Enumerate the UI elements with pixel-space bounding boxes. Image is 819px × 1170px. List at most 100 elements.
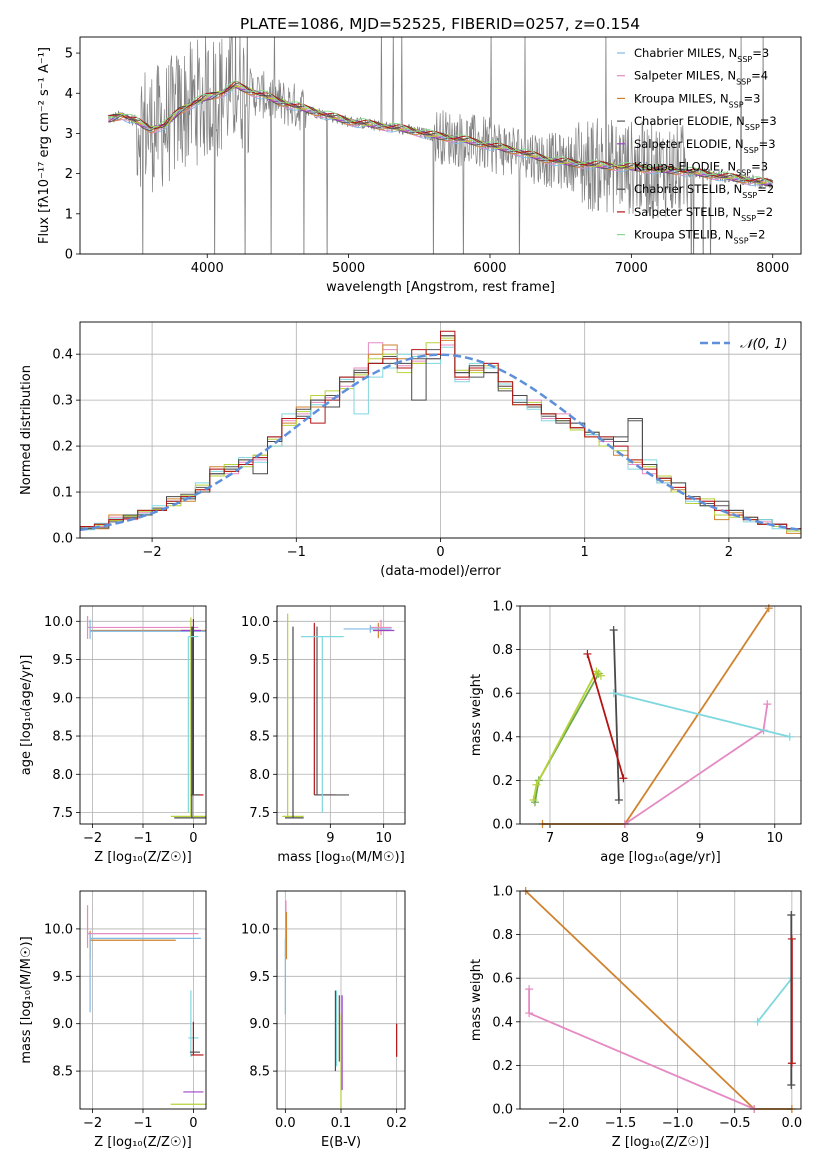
errorbar-point (86, 905, 199, 948)
x-tick-label: 0 (189, 1116, 197, 1131)
y-tick-label: 10.0 (241, 615, 270, 630)
y-tick-label: 0.4 (52, 348, 73, 363)
y-tick-label: 3 (65, 127, 73, 142)
x-tick-label: 8 (621, 831, 629, 846)
y-tick-label: 9.0 (249, 1017, 270, 1032)
axes-frame (79, 890, 207, 1110)
y-tick-label: 9.5 (249, 653, 270, 668)
x-tick-label: −1 (133, 1116, 152, 1131)
plot-area (86, 615, 206, 819)
y-tick-label: 9.0 (52, 1017, 73, 1032)
legend-label: Chabrier ELODIE, NSSP=3 (634, 114, 777, 132)
chart-residuals: −2 −1 0 1 2 0.0 0.1 0.2 0.3 0.4 (data-model)/error… (19, 321, 802, 579)
y-tick-label: 8.5 (249, 1065, 270, 1080)
weight-line (528, 989, 755, 1110)
y-axis-label: mass weight (469, 959, 484, 1041)
weight-line (586, 653, 625, 779)
x-tick-label: −0.5 (719, 1116, 751, 1131)
x-axis-label: E(B-V) (321, 1135, 361, 1150)
y-tick-label: 0.3 (52, 394, 73, 409)
x-tick-label: 0.0 (782, 1116, 803, 1131)
weight-marker (787, 1081, 796, 1090)
weight-line (612, 629, 620, 801)
x-tick-label: 0 (436, 545, 444, 560)
weight-marker (787, 910, 796, 919)
weight-marker (763, 700, 772, 709)
weight-marker (787, 1059, 796, 1068)
weight-marker (596, 671, 605, 680)
x-tick-label: 2 (725, 545, 733, 560)
plot-area (80, 330, 801, 538)
chart-age_vs_mass: 9 10 7.5 8.0 8.5 9.0 9.5 10.0 mass [log₁₀(M/M☉)] (241, 605, 406, 865)
y-tick-label: 8.5 (52, 730, 73, 745)
errorbar-point (89, 933, 201, 1013)
legend-label: Kroupa MILES, NSSP=3 (634, 91, 760, 109)
y-axis-label: age [log₁₀(age/yr)] (19, 655, 34, 776)
errorbar-point (174, 626, 206, 819)
weight-marker (619, 774, 628, 783)
y-tick-label: 4 (65, 87, 73, 102)
x-tick-label: −2.0 (548, 1116, 580, 1131)
y-tick-label: 2 (65, 167, 73, 182)
y-tick-label: 0.6 (492, 687, 513, 702)
y-tick-label: 8.5 (249, 730, 270, 745)
x-tick-label: 7 (546, 831, 554, 846)
axes-frame (276, 890, 406, 1110)
y-tick-label: 0.8 (492, 928, 513, 943)
x-tick-label: −2 (83, 1116, 102, 1131)
axes-frame (79, 605, 207, 825)
y-tick-label: 10.0 (44, 615, 73, 630)
weight-marker (787, 934, 796, 943)
y-tick-label: 0.0 (492, 1103, 513, 1118)
x-axis-label: Z [log₁₀(Z/Z☉)] (612, 1135, 709, 1150)
y-tick-label: 10.0 (241, 922, 270, 937)
y-tick-label: 0.2 (492, 774, 513, 789)
axes-frame (276, 605, 406, 825)
y-tick-label: 0.4 (492, 730, 513, 745)
weight-line (756, 977, 793, 1023)
plot-area (86, 905, 206, 1105)
y-axis-label: Normed distribution (19, 365, 34, 495)
legend-label: Kroupa ELODIE, NSSP=3 (634, 160, 768, 178)
chart-mass_vs_ebv: 0.0 0.1 0.2 8.5 9.0 9.5 10.0 E(B-V) (241, 890, 407, 1150)
errorbar-point (285, 626, 304, 819)
x-tick-label: 0 (189, 831, 197, 846)
x-tick-label: 7000 (615, 261, 648, 276)
weight-line (624, 703, 769, 825)
errorbar-point (170, 617, 206, 817)
y-tick-label: 0 (65, 248, 73, 263)
y-tick-label: 0.1 (52, 486, 73, 501)
weight-line (525, 890, 792, 1110)
y-tick-label: 0.6 (492, 972, 513, 987)
y-tick-label: 8.0 (52, 768, 73, 783)
y-axis-label: mass [log₁₀(M/M☉)] (19, 936, 34, 1063)
plot-area (284, 900, 398, 1109)
y-tick-label: 9.5 (249, 970, 270, 985)
y-tick-label: 7.5 (249, 806, 270, 821)
plot-area (282, 613, 395, 819)
y-tick-label: 9.0 (249, 691, 270, 706)
weight-marker (785, 732, 794, 741)
errorbar-point (343, 625, 392, 633)
histogram-series (80, 330, 801, 538)
weight-marker (583, 649, 592, 658)
y-tick-label: 0.0 (52, 532, 73, 547)
x-tick-label: −1.5 (605, 1116, 637, 1131)
axes-frame (79, 36, 802, 255)
y-axis-label: mass weight (469, 674, 484, 756)
errorbar-point (370, 619, 392, 636)
errorbar-point (89, 619, 206, 639)
errorbar-point (190, 1021, 204, 1056)
x-axis-label: Z [log₁₀(Z/Z☉)] (94, 1135, 191, 1150)
weight-marker (525, 1009, 534, 1018)
y-tick-label: 8.5 (52, 1065, 73, 1080)
x-tick-label: −2 (83, 831, 102, 846)
chart-mass_vs_Z: −2 −1 0 8.5 9.0 9.5 10.0 Z [log₁₀(Z/Z☉)] mass [l… (19, 890, 207, 1150)
weight-marker (525, 985, 534, 994)
legend-label: Chabrier STELIB, NSSP=2 (634, 182, 774, 200)
gaussian-curve (80, 353, 801, 532)
x-tick-label: 9 (696, 831, 704, 846)
errorbar-point (301, 635, 344, 813)
errorbar-point (89, 930, 176, 960)
